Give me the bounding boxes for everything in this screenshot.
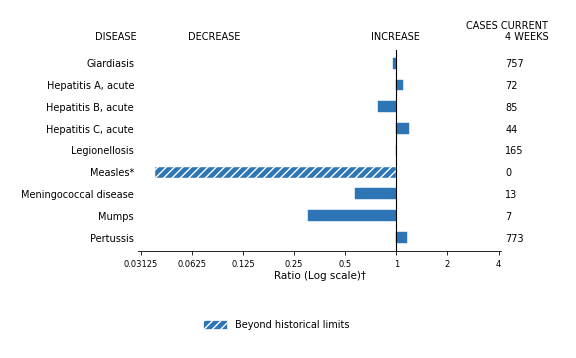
Bar <box>155 167 396 178</box>
Text: CASES CURRENT
4 WEEKS: CASES CURRENT 4 WEEKS <box>467 20 548 42</box>
Bar <box>396 79 403 91</box>
Bar <box>396 123 408 134</box>
Text: INCREASE: INCREASE <box>372 32 420 42</box>
Text: DECREASE: DECREASE <box>188 32 241 42</box>
Bar <box>308 210 396 221</box>
X-axis label: Ratio (Log scale)†: Ratio (Log scale)† <box>274 271 366 281</box>
Bar <box>393 58 396 69</box>
Legend: Beyond historical limits: Beyond historical limits <box>203 320 350 330</box>
Bar <box>378 101 396 112</box>
Bar <box>396 232 407 243</box>
Bar <box>355 189 396 199</box>
Text: DISEASE: DISEASE <box>95 32 137 42</box>
